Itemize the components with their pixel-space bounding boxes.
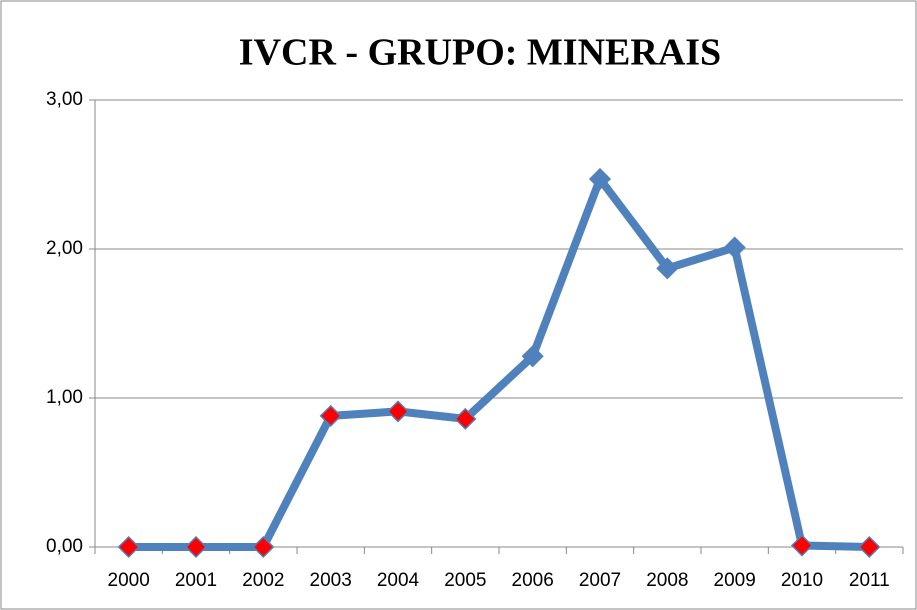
- x-tick-label: 2004: [377, 570, 420, 591]
- x-tick-label: 2003: [310, 570, 352, 591]
- point-marker: [454, 407, 477, 430]
- x-tick-label: 2011: [849, 570, 890, 591]
- point-marker: [184, 535, 208, 559]
- point-marker: [790, 534, 814, 557]
- point-marker: [656, 257, 679, 280]
- point-marker: [117, 535, 140, 559]
- x-tick-label: 2009: [714, 570, 756, 591]
- x-tick-label: 2006: [512, 570, 554, 591]
- x-tick-label: 2007: [579, 570, 621, 591]
- x-tick-label: 2010: [781, 570, 823, 591]
- y-tick-label: 1,00: [46, 387, 83, 408]
- y-tick-label: 3,00: [46, 89, 83, 110]
- point-marker: [521, 345, 544, 368]
- y-tick-label: 0,00: [46, 536, 83, 557]
- x-tick-label: 2000: [108, 570, 150, 591]
- x-tick-label: 2001: [175, 570, 217, 591]
- y-tick-label: 2,00: [46, 238, 83, 259]
- series-line: [128, 174, 870, 551]
- x-tick-label: 2005: [444, 570, 486, 591]
- point-marker: [588, 167, 612, 191]
- point-marker: [319, 404, 342, 427]
- x-tick-label: 2008: [646, 570, 688, 591]
- point-marker: [386, 400, 410, 423]
- point-marker: [858, 535, 881, 559]
- point-marker: [723, 236, 746, 259]
- chart-title: IVCR - GRUPO: MINERAIS: [239, 32, 721, 74]
- x-tick-label: 2002: [242, 570, 284, 591]
- point-marker: [252, 535, 275, 559]
